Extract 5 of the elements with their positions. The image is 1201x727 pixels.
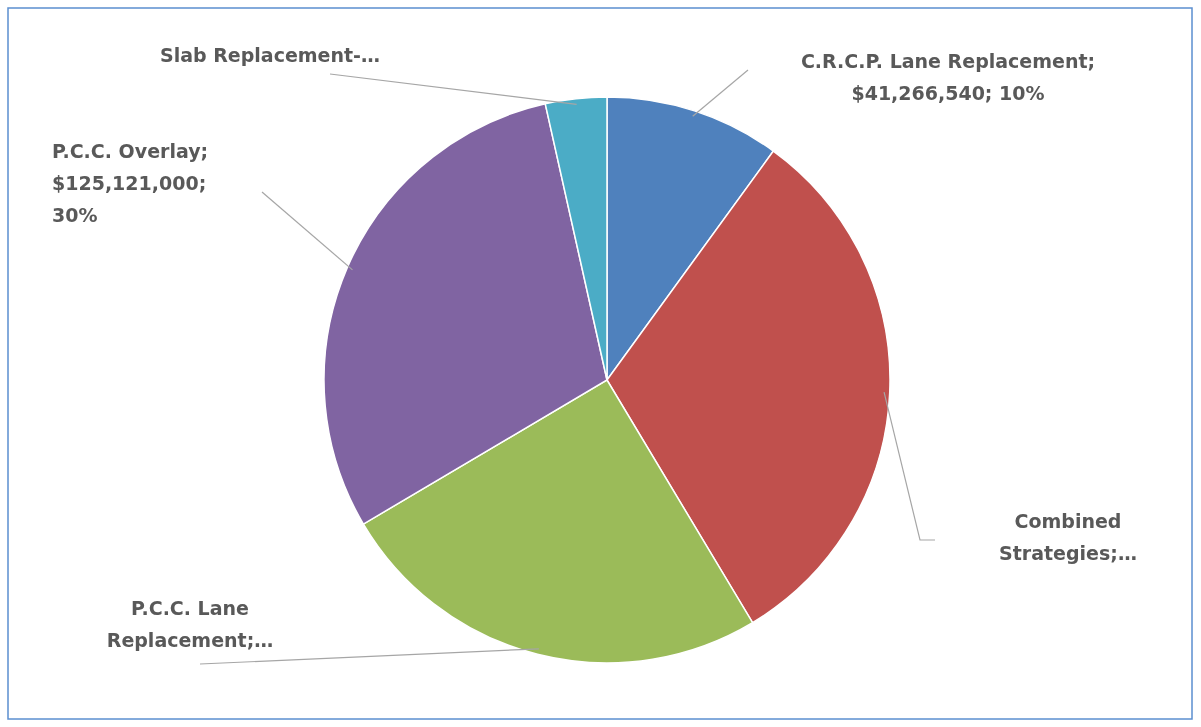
slice-label: P.C.C. Overlay; $125,121,000; 30% xyxy=(52,140,209,226)
slice-label: C.R.C.P. Lane Replacement; $41,266,540; 10% xyxy=(800,50,1096,104)
slice-label: Slab Replacement-… xyxy=(159,44,381,66)
slice-label: Combined Strategies;… xyxy=(999,510,1137,564)
slice-label: P.C.C. Lane Replacement;… xyxy=(106,597,274,651)
